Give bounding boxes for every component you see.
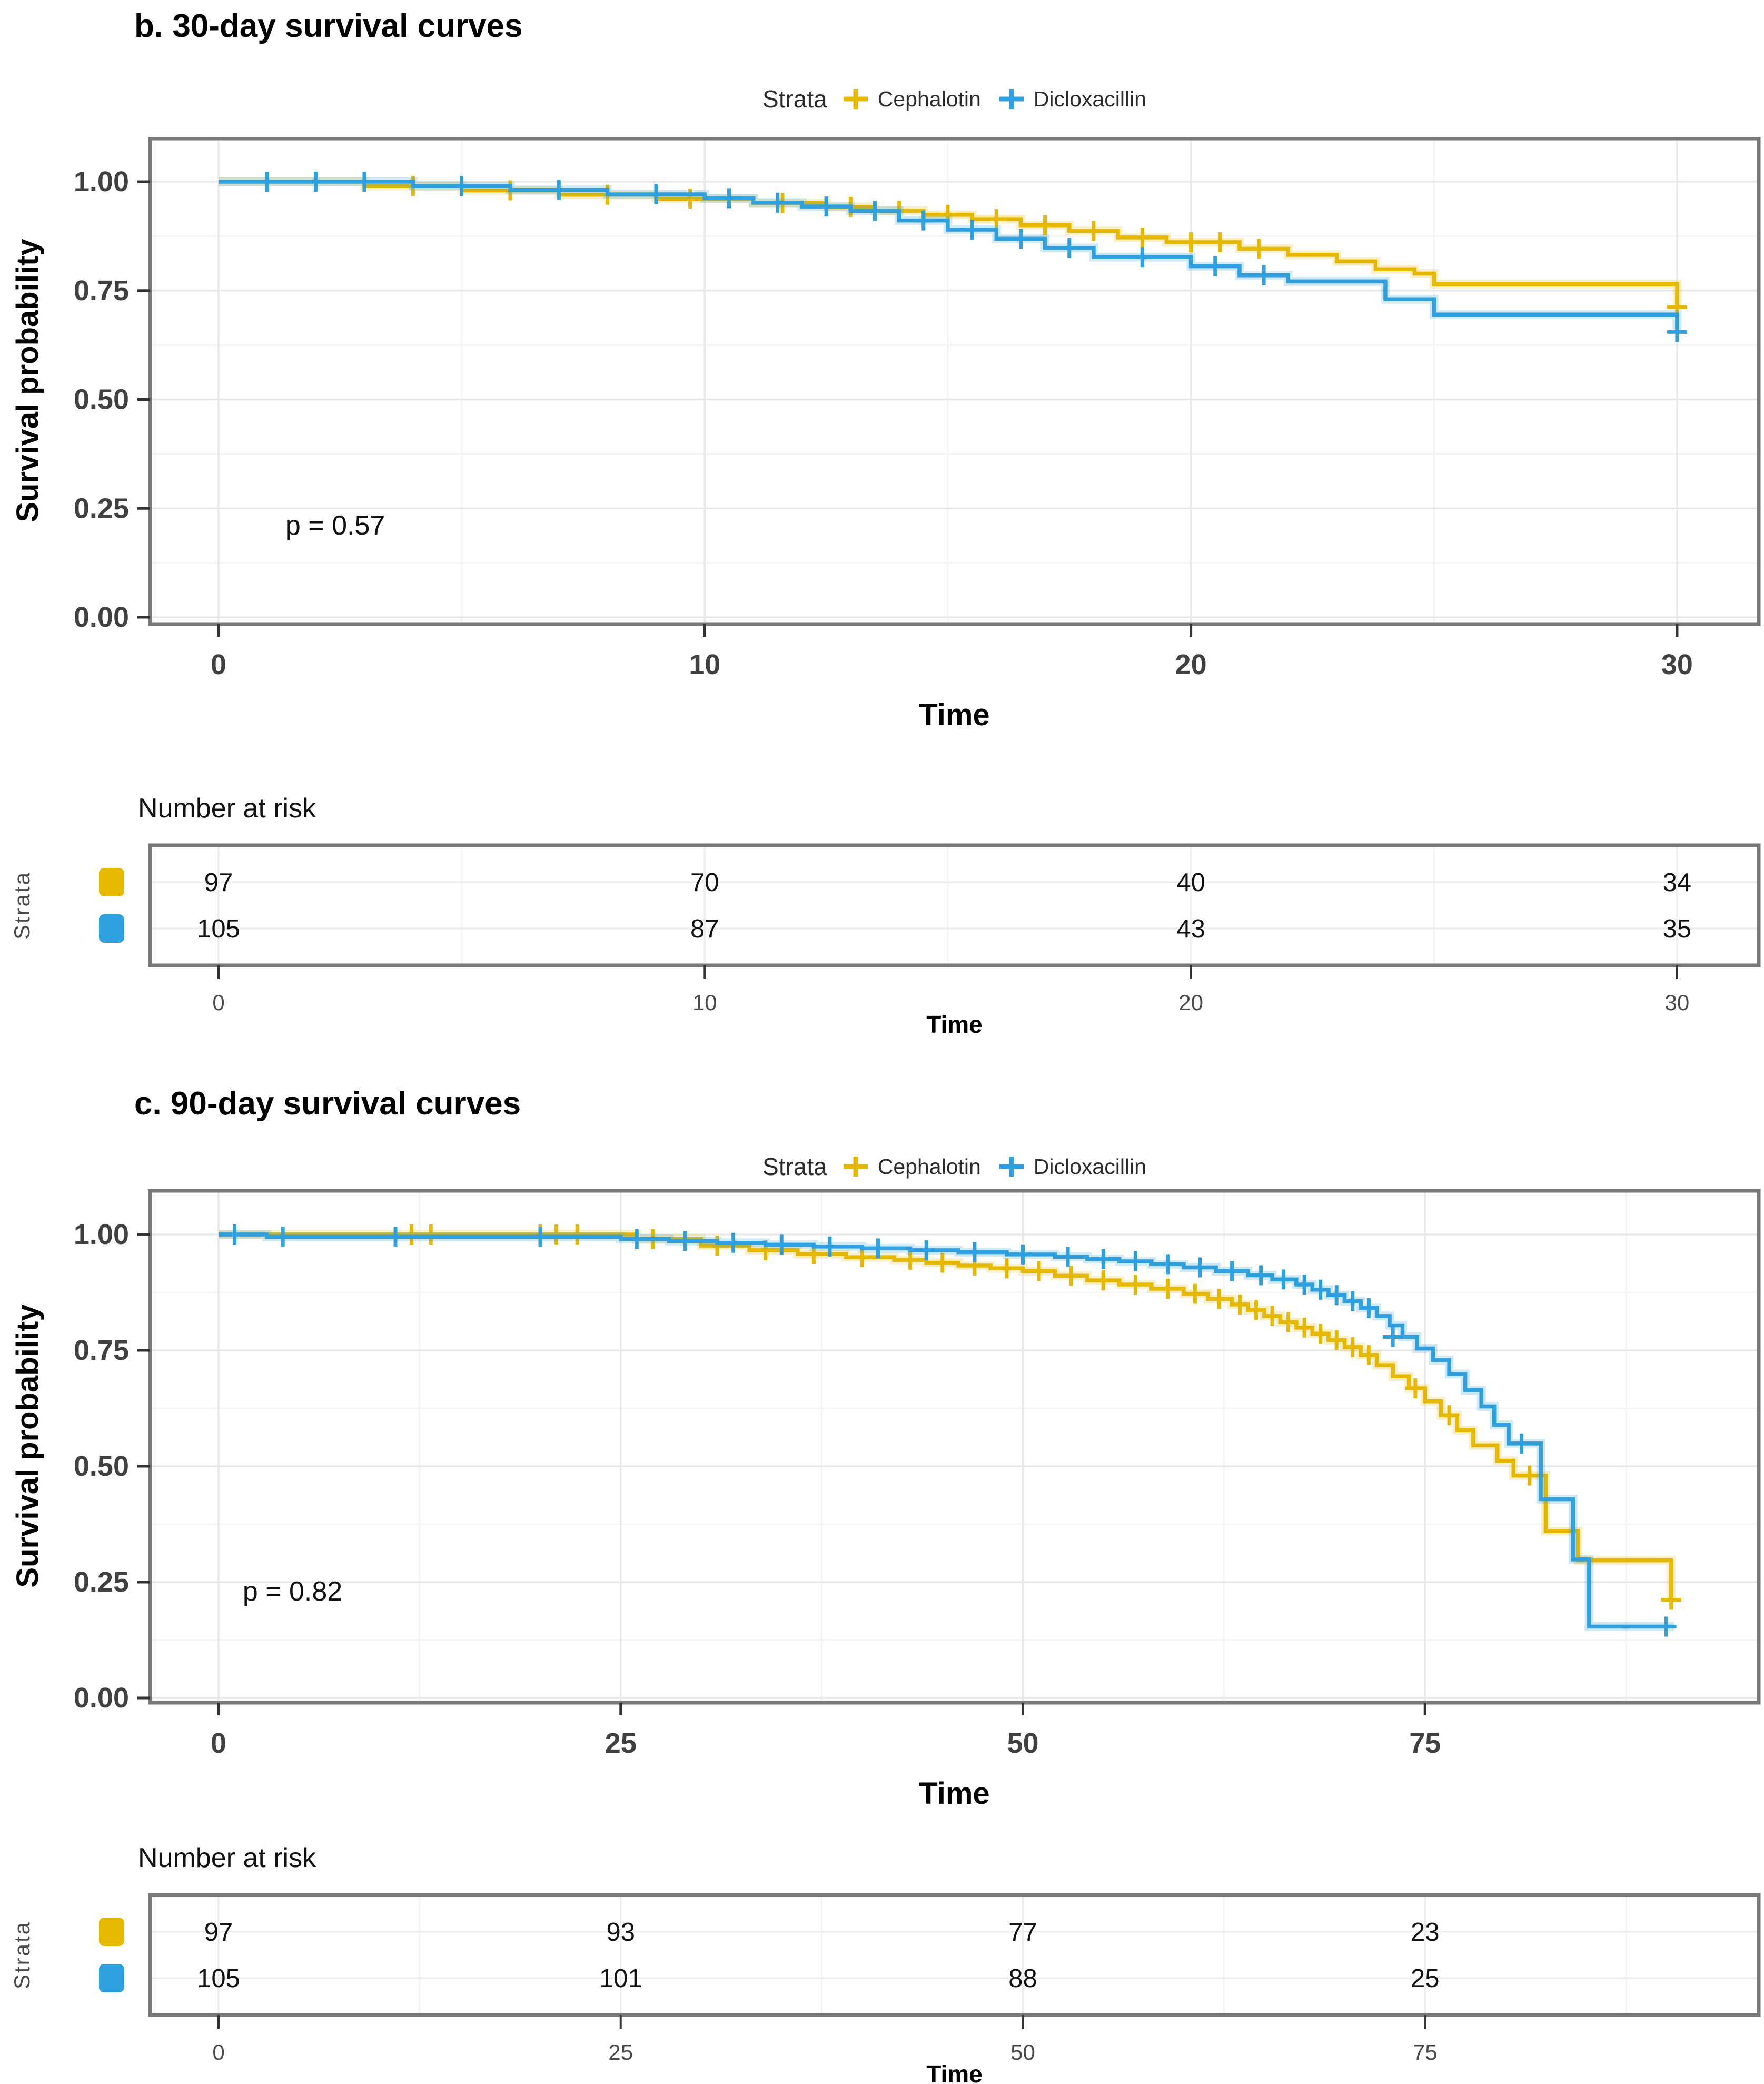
risk-axis-label: 30 (1665, 990, 1690, 1015)
risk-axis-label: 20 (1178, 990, 1203, 1015)
legend-entry-dicloxacillin: Dicloxacillin (997, 84, 1146, 114)
risk-count-dicloxacillin: 105 (197, 1964, 240, 1993)
risk-table-border (148, 1893, 1761, 2017)
risk-axis-label: 50 (1010, 2040, 1035, 2065)
panel-border (148, 137, 1761, 626)
risk-count-cephalotin: 23 (1411, 1918, 1440, 1947)
risk-count-cephalotin: 40 (1176, 868, 1205, 897)
risk-count-cephalotin: 97 (204, 1918, 233, 1947)
legend-title: Strata (762, 1153, 827, 1180)
risk-axis-label: 0 (212, 2040, 224, 2065)
x-tick-label: 10 (689, 649, 720, 680)
y-tick-label: 0.00 (74, 1682, 129, 1714)
y-tick-label: 0.75 (74, 275, 129, 307)
legend-label: Dicloxacillin (1033, 1154, 1146, 1179)
risk-count-cephalotin: 97 (204, 868, 233, 897)
y-tick-label: 0.50 (74, 1450, 129, 1482)
plot-title-c: c. 90-day survival curves (134, 1085, 521, 1122)
risk-table-b: 97 70 40 34 105 87 43 35 0 10 20 30 Time Strata (9, 843, 1761, 1035)
plot-title-b: b. 30-day survival curves (134, 8, 523, 44)
risk-axis-label: 25 (608, 2040, 633, 2065)
censor-plus-icon (843, 89, 868, 109)
risk-count-cephalotin: 93 (606, 1918, 635, 1947)
x-tick-label: 0 (211, 649, 226, 680)
legend-entry-cephalotin: Cephalotin (841, 84, 981, 114)
legend-title: Strata (762, 85, 827, 113)
risk-count-dicloxacillin: 88 (1008, 1964, 1037, 1993)
risk-axis-label: 75 (1413, 2040, 1438, 2065)
x-tick-label: 25 (605, 1727, 637, 1759)
risk-count-dicloxacillin: 43 (1176, 915, 1205, 943)
legend-entry-dicloxacillin: Dicloxacillin (997, 1152, 1146, 1181)
legend-label: Cephalotin (877, 1154, 981, 1179)
x-axis-title: Time (919, 1776, 989, 1811)
risk-table-c: 97 93 77 23 105 101 88 25 0 25 50 75 Time Strata (9, 1893, 1761, 2084)
legend-label: Cephalotin (877, 86, 981, 111)
risk-swatch-cephalotin (99, 1918, 124, 1946)
strata-axis-label: Strata (9, 1921, 34, 1989)
legend-entries: Cephalotin Dicloxacillin (841, 1152, 1146, 1181)
strata-axis-label: Strata (9, 871, 34, 940)
censor-plus-icon (999, 1157, 1024, 1177)
y-tick-label: 0.75 (74, 1335, 129, 1366)
risk-table-header-b: Number at risk (138, 793, 316, 824)
risk-axis-label: 0 (212, 990, 224, 1015)
p-value-annotation: p = 0.82 (243, 1576, 342, 1607)
risk-count-dicloxacillin: 87 (690, 915, 719, 943)
risk-swatch-dicloxacillin (99, 1964, 124, 1992)
x-axis-title: Time (919, 698, 989, 732)
risk-swatch-cephalotin (99, 868, 124, 896)
risk-count-dicloxacillin: 105 (197, 915, 240, 943)
risk-count-cephalotin: 34 (1663, 868, 1692, 897)
censor-plus-icon (999, 89, 1024, 109)
legend-b: Strata Cephalotin Dicloxacillin (150, 78, 1759, 120)
risk-swatch-dicloxacillin (99, 914, 124, 943)
risk-count-dicloxacillin: 25 (1411, 1964, 1440, 1993)
x-tick-label: 50 (1007, 1727, 1038, 1759)
x-tick-label: 0 (211, 1727, 226, 1759)
y-axis-title: Survival probability (11, 1304, 45, 1587)
y-tick-label: 0.00 (74, 601, 129, 633)
risk-count-dicloxacillin: 101 (599, 1964, 642, 1993)
x-tick-label: 20 (1175, 649, 1207, 680)
risk-table-header-c: Number at risk (138, 1843, 316, 1873)
survival-plot-b: 0.00 0.25 0.50 0.75 1.00 0 10 20 30 Survival prob… (11, 137, 1761, 732)
legend-entry-cephalotin: Cephalotin (841, 1152, 981, 1181)
legend-entries: Cephalotin Dicloxacillin (841, 84, 1146, 114)
legend-label: Dicloxacillin (1033, 86, 1146, 111)
risk-count-cephalotin: 70 (690, 868, 719, 897)
risk-count-dicloxacillin: 35 (1663, 915, 1692, 943)
y-tick-label: 1.00 (74, 166, 129, 197)
risk-time-label: Time (926, 1011, 983, 1035)
panel-border (148, 1189, 1761, 1705)
survival-plot-c: 0.00 0.25 0.50 0.75 1.00 0 25 50 75 Survival prob… (11, 1189, 1761, 1811)
y-tick-label: 1.00 (74, 1219, 129, 1250)
x-tick-label: 75 (1409, 1727, 1441, 1759)
risk-time-label: Time (926, 2060, 983, 2084)
censor-plus-icon (843, 1157, 868, 1177)
x-tick-label: 30 (1661, 649, 1693, 680)
y-axis-title: Survival probability (11, 239, 45, 522)
p-value-annotation: p = 0.57 (285, 510, 385, 541)
y-tick-label: 0.25 (74, 1566, 129, 1598)
survival-curve-dicloxacillin (219, 180, 1679, 332)
risk-table-border (148, 843, 1761, 967)
legend-c: Strata Cephalotin Dicloxacillin (150, 1145, 1759, 1188)
survival-curve-cephalotin (219, 1232, 1673, 1600)
risk-axis-label: 10 (692, 990, 717, 1015)
risk-count-cephalotin: 77 (1008, 1918, 1037, 1947)
y-tick-label: 0.25 (74, 492, 129, 524)
y-tick-label: 0.50 (74, 384, 129, 416)
